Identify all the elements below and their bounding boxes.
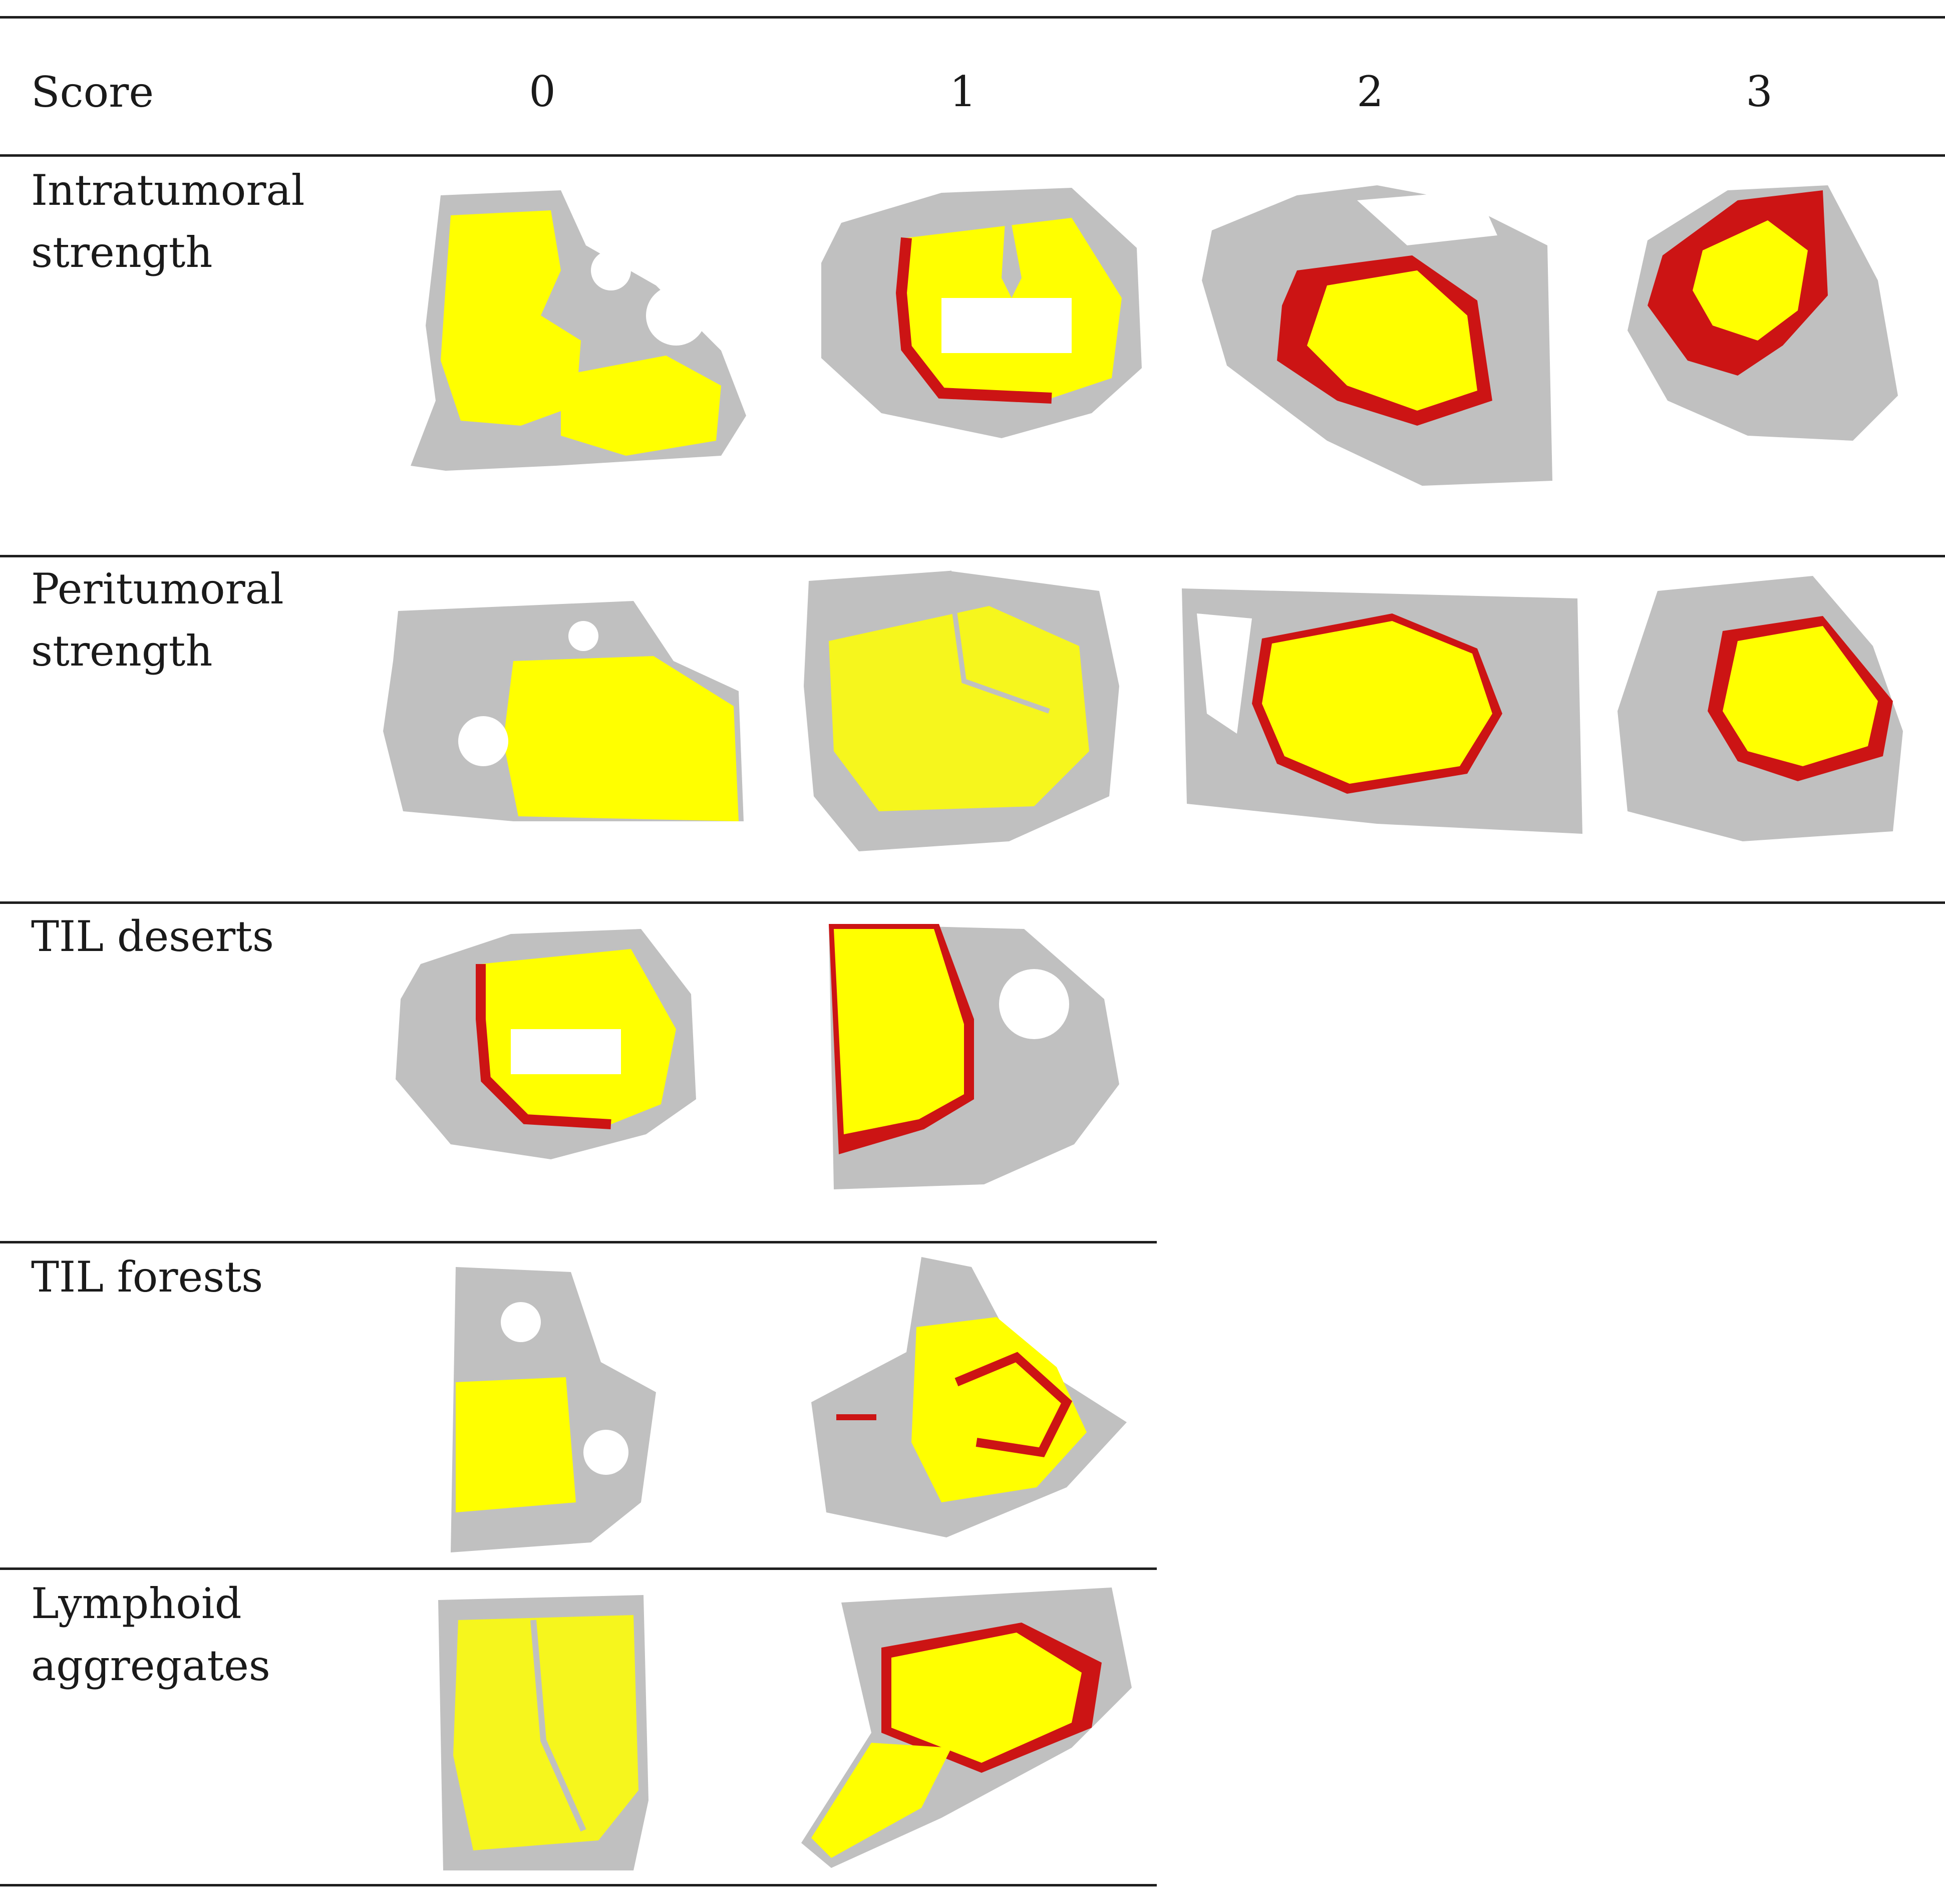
table-bottom-rule <box>0 1884 1157 1886</box>
tissue-map-image <box>821 188 1142 438</box>
panel-til-deserts-1 <box>824 919 1119 1189</box>
score-0-header: 0 <box>529 67 556 116</box>
tissue-map-image <box>451 1267 656 1552</box>
tissue-map-image <box>1628 185 1898 441</box>
panel-peritumoral-2 <box>1177 583 1582 834</box>
panel-intratumoral-3 <box>1617 180 1903 446</box>
row-label-lymphoid-aggregates: Lymphoid aggregates <box>31 1579 270 1690</box>
row-rule-1 <box>0 555 1945 557</box>
tissue-map-image <box>801 1588 1132 1868</box>
panel-lymphoid-aggregates-1 <box>791 1582 1137 1868</box>
panel-peritumoral-3 <box>1612 571 1903 841</box>
header-bottom-rule <box>0 154 1945 157</box>
row-rule-4 <box>0 1567 1157 1570</box>
panel-peritumoral-0 <box>373 591 744 826</box>
tissue-map-image <box>438 1595 649 1870</box>
row-label-peritumoral-strength: Peritumoral strength <box>31 564 284 676</box>
row-label-intratumoral-strength: Intratumoral strength <box>31 166 305 277</box>
row-rule-2 <box>0 901 1945 904</box>
panel-lymphoid-aggregates-0 <box>433 1590 654 1875</box>
panel-peritumoral-1 <box>799 561 1119 851</box>
panel-til-forests-1 <box>806 1252 1132 1542</box>
tissue-map-image <box>1617 576 1903 841</box>
score-2-header: 2 <box>1357 67 1384 116</box>
score-header: Score <box>31 68 154 117</box>
row-label-til-deserts: TIL deserts <box>31 912 274 961</box>
tissue-map-image <box>411 190 746 471</box>
tissue-map-image <box>383 601 744 821</box>
panel-til-deserts-0 <box>381 919 701 1164</box>
tissue-map-image <box>1202 185 1552 486</box>
row-label-til-forests: TIL forests <box>31 1252 263 1302</box>
panel-intratumoral-1 <box>791 178 1152 448</box>
tissue-map-image <box>804 570 1119 851</box>
panel-intratumoral-2 <box>1197 170 1557 491</box>
panel-intratumoral-0 <box>396 185 756 476</box>
tissue-map-image <box>1182 588 1582 834</box>
tissue-map-image <box>396 929 696 1159</box>
tissue-map-image <box>829 924 1119 1189</box>
tissue-map-image <box>811 1257 1127 1537</box>
row-rule-3 <box>0 1241 1157 1243</box>
table-top-rule <box>0 16 1945 19</box>
panel-til-forests-0 <box>441 1262 661 1557</box>
score-3-header: 3 <box>1746 67 1773 116</box>
score-1-header: 1 <box>949 67 977 116</box>
